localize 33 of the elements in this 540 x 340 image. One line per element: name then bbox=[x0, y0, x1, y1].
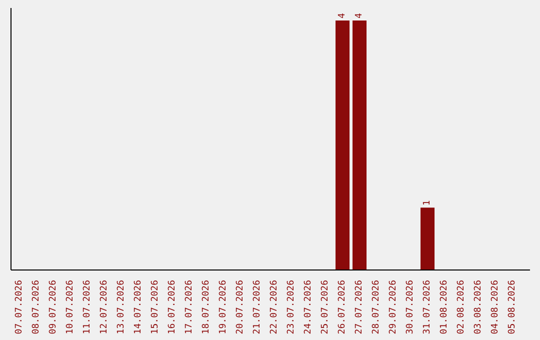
x-tick-label: 11.07.2026 bbox=[82, 280, 92, 334]
x-tick-label: 17.07.2026 bbox=[184, 280, 194, 334]
data-label: 1 bbox=[422, 200, 433, 206]
x-tick-label: 23.07.2026 bbox=[286, 280, 296, 334]
x-tick-label: 18.07.2026 bbox=[202, 280, 212, 334]
x-tick-label: 20.07.2026 bbox=[236, 280, 246, 334]
x-tick-label: 24.07.2026 bbox=[304, 280, 314, 334]
x-tick-label: 28.07.2026 bbox=[372, 280, 382, 334]
x-tick-label: 05.08.2026 bbox=[508, 280, 518, 334]
x-tick-label: 08.07.2026 bbox=[32, 280, 42, 334]
data-label: 4 bbox=[338, 13, 348, 18]
x-tick-label: 16.07.2026 bbox=[168, 280, 178, 334]
x-tick-label: 04.08.2026 bbox=[490, 280, 500, 334]
x-tick-label: 03.08.2026 bbox=[474, 280, 484, 334]
x-tick-label: 22.07.2026 bbox=[270, 280, 280, 334]
x-tick-label: 31.07.2026 bbox=[422, 280, 432, 334]
x-tick-label: 12.07.2026 bbox=[100, 280, 110, 334]
x-tick-label: 27.07.2026 bbox=[354, 280, 364, 334]
x-tick-label: 09.07.2026 bbox=[48, 280, 58, 334]
x-tick-label: 15.07.2026 bbox=[150, 280, 160, 334]
x-tick-label: 07.07.2026 bbox=[14, 280, 24, 334]
x-tick-label: 13.07.2026 bbox=[116, 280, 126, 334]
x-tick-label: 25.07.2026 bbox=[320, 280, 330, 334]
x-tick-label: 29.07.2026 bbox=[388, 280, 398, 334]
x-tick-label: 01.08.2026 bbox=[440, 280, 450, 334]
data-label: 4 bbox=[354, 13, 365, 18]
x-tick-label: 02.08.2026 bbox=[456, 280, 466, 334]
x-tick-label: 14.07.2026 bbox=[134, 280, 144, 334]
x-tick-label: 30.07.2026 bbox=[406, 280, 416, 334]
x-tick-label: 10.07.2026 bbox=[66, 280, 76, 334]
x-tick-label: 21.07.2026 bbox=[252, 280, 262, 334]
x-tick-label: 26.07.2026 bbox=[338, 280, 348, 334]
x-tick-label: 19.07.2026 bbox=[218, 280, 228, 334]
